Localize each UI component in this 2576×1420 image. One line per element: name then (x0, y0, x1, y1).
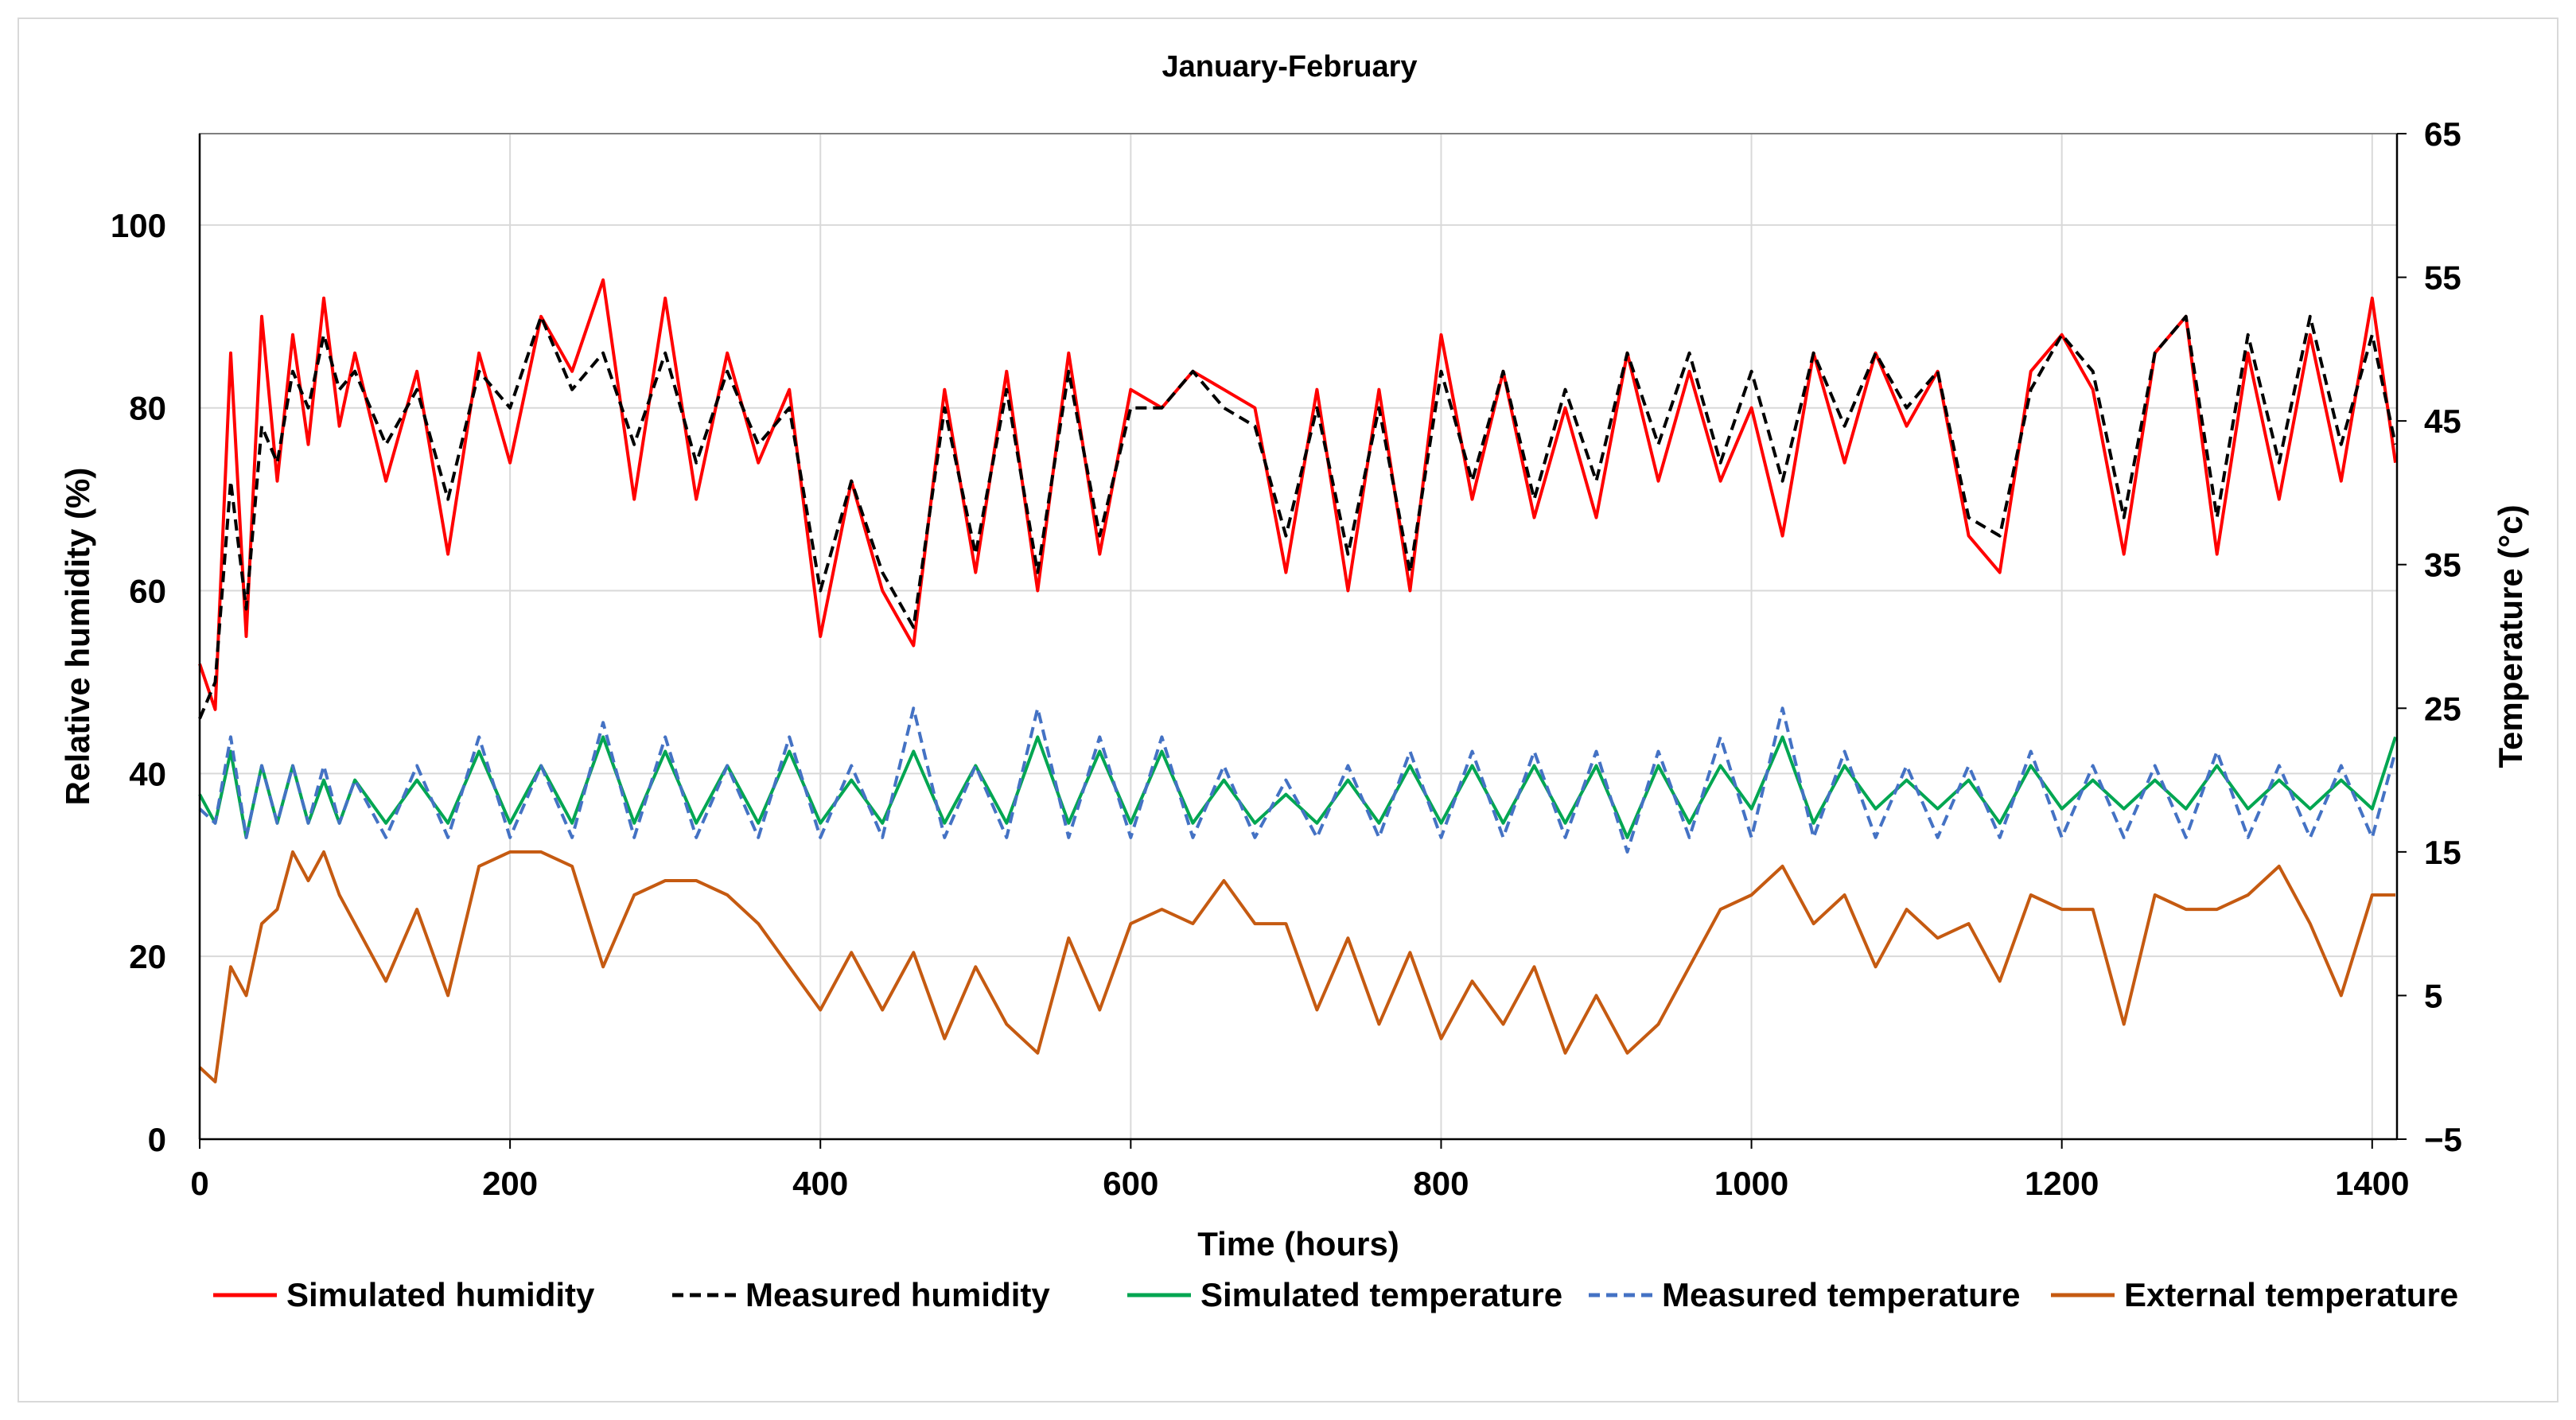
y2-tick-label: 55 (2424, 259, 2461, 297)
x-tick-label: 0 (190, 1165, 208, 1202)
series-line-external-temperature (198, 850, 2395, 1083)
chart-title: January-February (1162, 50, 1417, 84)
x-tick-label: 1200 (2025, 1165, 2099, 1202)
series-line-measured-humidity (198, 314, 2397, 720)
legend-label: Measured humidity (745, 1276, 1050, 1313)
x-tick-label: 600 (1103, 1165, 1158, 1202)
y-tick-label: 100 (111, 207, 166, 244)
x-tick-label: 800 (1413, 1165, 1469, 1202)
y2-tick-label: 35 (2424, 547, 2461, 584)
y2-tick-label: 45 (2424, 403, 2461, 440)
series-line-measured-temperature (198, 706, 2397, 854)
series-line-simulated-humidity (198, 278, 2397, 711)
y-tick-label: 60 (129, 573, 166, 610)
y2-tick-label: 25 (2424, 690, 2461, 727)
legend-label: Simulated humidity (286, 1276, 595, 1313)
y2-axis-title: Temperature (°c) (2492, 504, 2529, 768)
y-tick-label: 20 (129, 938, 166, 975)
y-tick-label: 0 (148, 1121, 166, 1158)
x-tick-label: 1000 (1714, 1165, 1788, 1202)
legend-label: Simulated temperature (1200, 1276, 1562, 1313)
legend-label: Measured temperature (1662, 1276, 2021, 1313)
y-axis-title: Relative humidity (%) (59, 468, 96, 806)
x-tick-label: 400 (792, 1165, 848, 1202)
legend: Simulated humidity Measured humidity Simul… (213, 1276, 2458, 1313)
y2-tick-label: 65 (2424, 115, 2461, 153)
x-tick-label: 200 (482, 1165, 538, 1202)
y2-tick-label: 15 (2424, 834, 2461, 871)
x-tick-label: 1400 (2335, 1165, 2409, 1202)
chart-frame (18, 18, 2558, 1402)
y2-tick-label: −5 (2424, 1121, 2462, 1158)
y-tick-label: 40 (129, 755, 166, 792)
plot-area-border (199, 133, 2398, 1140)
series-line-simulated-temperature (198, 735, 2397, 839)
y-tick-label: 80 (129, 390, 166, 427)
series-lines (198, 278, 2397, 1083)
y2-tick-label: 5 (2424, 977, 2442, 1014)
grid-lines (199, 134, 2397, 1140)
legend-label: External temperature (2124, 1276, 2458, 1313)
x-axis-title: Time (hours) (1197, 1225, 1399, 1262)
